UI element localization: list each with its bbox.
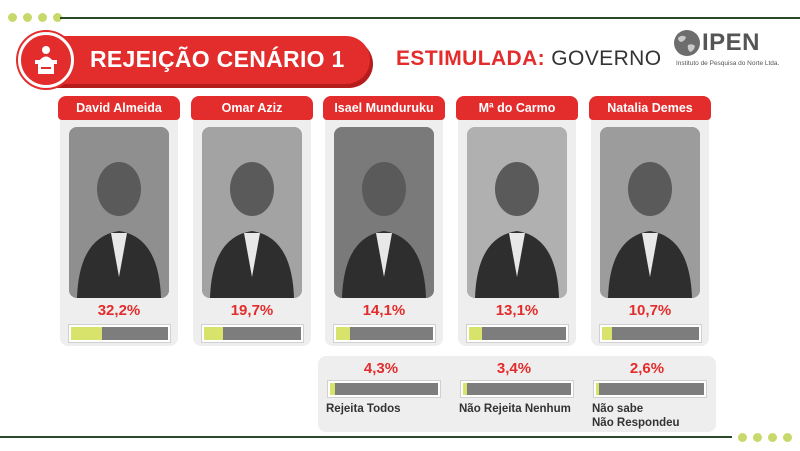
- bar-track: [328, 381, 440, 397]
- ipen-logo: IPEN Instituto de Pesquisa do Norte Ltda…: [672, 28, 782, 72]
- divider-top: [60, 17, 800, 19]
- candidate-card: David Almeida 32,2%: [58, 96, 180, 346]
- candidate-card: Natalia Demes 10,7%: [589, 96, 711, 346]
- candidate-photo: [600, 127, 700, 298]
- candidate-name: Mª do Carmo: [456, 96, 578, 120]
- bar-track: [461, 381, 573, 397]
- bar-track: [69, 325, 170, 342]
- candidate-photo: [467, 127, 567, 298]
- data-label: 14,1%: [362, 302, 406, 319]
- bar: [469, 327, 482, 340]
- bar: [71, 327, 103, 340]
- data-label: 32,2%: [97, 302, 141, 319]
- extra-option: 2,6% Não sabe Não Respondeu: [584, 356, 710, 432]
- candidate-photo: [69, 127, 169, 298]
- candidate-name: Natalia Demes: [589, 96, 711, 120]
- decorative-dots-top: [8, 13, 62, 22]
- candidate-card: Mª do Carmo 13,1%: [456, 96, 578, 346]
- globe-icon: [674, 30, 700, 56]
- category-label: Rejeita Todos: [326, 403, 401, 415]
- category-label: Não Rejeita Nenhum: [459, 403, 571, 415]
- page-title: REJEIÇÃO CENÁRIO 1: [90, 46, 345, 72]
- candidate-photo: [202, 127, 302, 298]
- extra-option: 3,4% Não Rejeita Nenhum: [451, 356, 577, 432]
- logo-wordmark: IPEN: [702, 29, 761, 56]
- category-label: Não sabe Não Respondeu: [592, 403, 680, 429]
- divider-bottom: [0, 436, 732, 438]
- bar: [204, 327, 224, 340]
- bar-track: [334, 325, 435, 342]
- decorative-dots-bottom: [738, 433, 792, 442]
- subtitle-rest: GOVERNO: [545, 47, 662, 70]
- bar-track: [467, 325, 568, 342]
- bar-track: [594, 381, 706, 397]
- bar: [330, 383, 335, 395]
- bar: [596, 383, 599, 395]
- bar-track: [600, 325, 701, 342]
- data-label: 10,7%: [628, 302, 672, 319]
- data-label: 13,1%: [495, 302, 539, 319]
- candidate-name: Omar Aziz: [191, 96, 313, 120]
- logo-tagline: Instituto de Pesquisa do Norte Ltda.: [676, 60, 780, 67]
- data-label: 19,7%: [230, 302, 274, 319]
- bar: [602, 327, 613, 340]
- data-label: 4,3%: [363, 360, 399, 377]
- candidate-photo: [334, 127, 434, 298]
- bar-track: [202, 325, 303, 342]
- candidate-name: Isael Munduruku: [323, 96, 445, 120]
- candidate-card: Isael Munduruku 14,1%: [323, 96, 445, 346]
- bar: [336, 327, 350, 340]
- candidate-card: Omar Aziz 19,7%: [191, 96, 313, 346]
- title-banner: REJEIÇÃO CENÁRIO 1: [18, 32, 370, 88]
- bar: [463, 383, 467, 395]
- data-label: 2,6%: [629, 360, 665, 377]
- data-label: 3,4%: [496, 360, 532, 377]
- extra-option: 4,3% Rejeita Todos: [318, 356, 444, 432]
- podium-speaker-icon: [18, 32, 74, 88]
- page-subtitle: ESTIMULADA: GOVERNO: [396, 47, 661, 71]
- extra-options-panel: 4,3% Rejeita Todos 3,4% Não Rejeita Nenhum 2…: [318, 356, 716, 432]
- subtitle-bold: ESTIMULADA:: [396, 47, 546, 70]
- candidate-name: David Almeida: [58, 96, 180, 120]
